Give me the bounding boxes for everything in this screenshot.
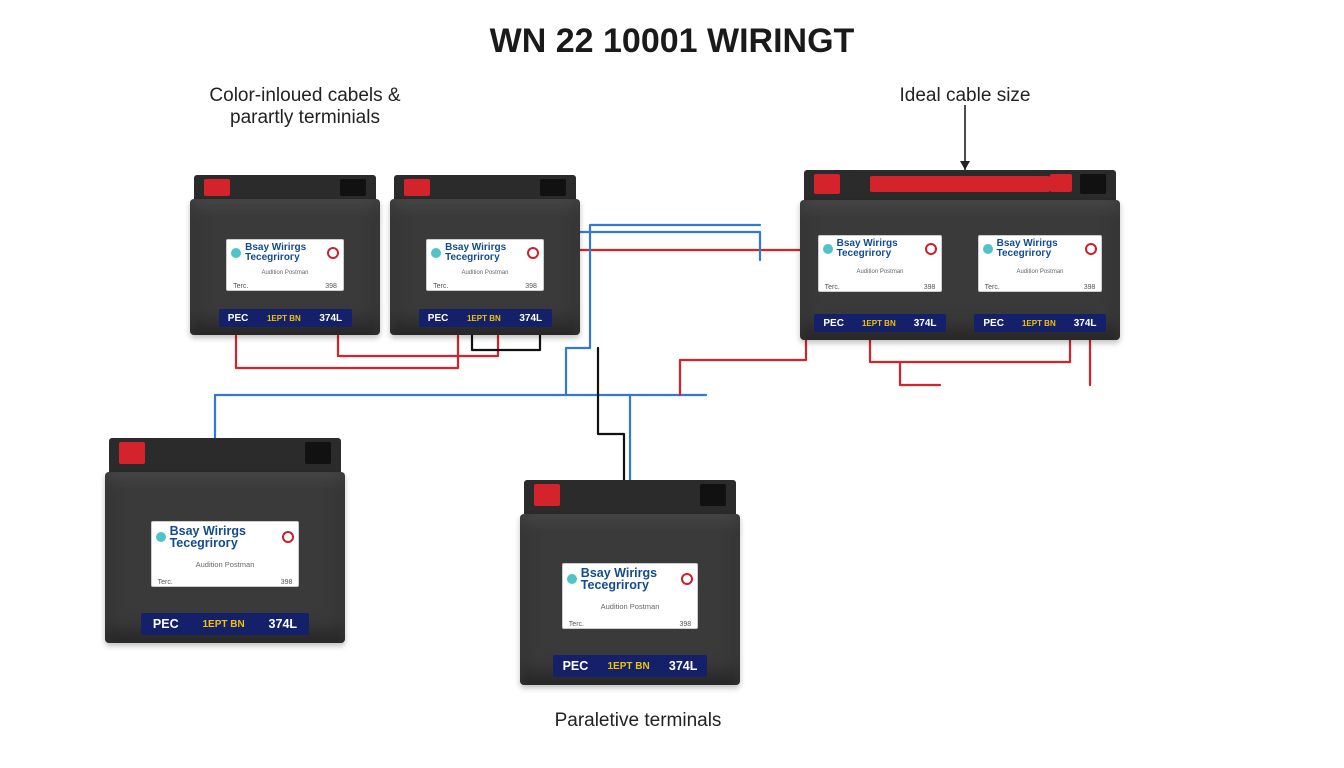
spec-right: 374L	[669, 659, 698, 673]
terminal-positive	[404, 179, 430, 196]
spec-left: PEC	[228, 313, 249, 324]
battery-spec-strip: PEC 1EPT BN 374L	[419, 309, 552, 327]
label-seal-icon	[925, 243, 937, 255]
label-subline: Audition Postman	[231, 270, 339, 276]
label-subline: Audition Postman	[431, 270, 539, 276]
wire	[338, 336, 498, 356]
brand-line2: Tecegriroгy	[245, 253, 306, 263]
label-specs: Terc.398	[983, 284, 1098, 291]
wire	[558, 232, 760, 330]
battery-spec-strip: PEC 1EPT BN 374L	[141, 613, 309, 635]
label-specs: Terc.398	[431, 283, 539, 290]
label-specs: Terc.398	[567, 621, 693, 628]
brand-line2: Tecegriroгy	[170, 537, 246, 550]
battery-label: Bsay WirirgsTecegriroгyAudition PostmanT…	[226, 239, 344, 291]
spec-mid: 1EPT BN	[1022, 319, 1056, 328]
battery-bottom-left: Bsay WirirgsTecegriroгyAudition PostmanT…	[105, 438, 345, 643]
label-seal-icon	[1085, 243, 1097, 255]
label-subline: Audition Postman	[823, 269, 938, 275]
label-seal-icon	[327, 247, 339, 259]
battery-spec-strip: PEC 1EPT BN 374L	[553, 655, 707, 677]
label-seal-icon	[282, 531, 294, 543]
label-dot-icon	[983, 244, 993, 254]
label-dot-icon	[156, 532, 166, 542]
spec-left: PEC	[153, 617, 179, 631]
battery-spec-strip: PEC 1EPT BN 374L	[974, 314, 1105, 332]
battery-bottom-center: Bsay WirirgsTecegriroгyAudition PostmanT…	[520, 480, 740, 685]
terminal-negative	[340, 179, 366, 196]
label-dot-icon	[567, 574, 577, 584]
spec-left: PEC	[563, 659, 589, 673]
terminal-positive	[204, 179, 230, 196]
spec-left: PEC	[823, 318, 844, 329]
terminal-negative	[540, 179, 566, 196]
battery-top-left-1: Bsay WirirgsTecegriroгyAudition PostmanT…	[190, 175, 380, 335]
wire	[236, 336, 458, 368]
battery-top-right-bank: Bsay WirirgsTecegriroгyAudition PostmanT…	[800, 170, 1120, 340]
terminal-negative	[305, 442, 331, 464]
spec-right: 374L	[319, 313, 342, 324]
spec-mid: 1EPT BN	[467, 314, 501, 323]
battery-spec-strip: PEC 1EPT BN 374L	[814, 314, 945, 332]
spec-left: PEC	[983, 318, 1004, 329]
label-dot-icon	[231, 248, 241, 258]
terminal-positive	[119, 442, 145, 464]
battery-label: Bsay WirirgsTecegriroгyAudition PostmanT…	[151, 521, 300, 587]
diagram-canvas: WN 22 10001 WIRINGT Color-inloued cabels…	[0, 0, 1344, 768]
spec-mid: 1EPT BN	[607, 661, 649, 672]
spec-mid: 1EPT BN	[202, 619, 244, 630]
battery-top-left-2: Bsay WirirgsTecegriroгyAudition PostmanT…	[390, 175, 580, 335]
label-seal-icon	[527, 247, 539, 259]
spec-right: 374L	[1074, 318, 1097, 329]
battery-label: Bsay WirirgsTecegriroгyAudition PostmanT…	[562, 563, 698, 629]
spec-right: 374L	[269, 617, 298, 631]
label-dot-icon	[431, 248, 441, 258]
label-dot-icon	[823, 244, 833, 254]
label-specs: Terc.398	[231, 283, 339, 290]
wire	[598, 348, 624, 486]
brand-line2: Tecegriroгy	[837, 249, 898, 259]
terminal-negative	[1080, 174, 1106, 194]
label-subline: Audition Postman	[156, 560, 295, 569]
terminal-positive-2	[1050, 174, 1072, 192]
label-specs: Terc.398	[823, 284, 938, 291]
battery-label: Bsay WirirgsTecegriroгyAudition PostmanT…	[818, 235, 943, 291]
spec-mid: 1EPT BN	[267, 314, 301, 323]
terminal-positive	[814, 174, 840, 194]
spec-right: 374L	[914, 318, 937, 329]
brand-line2: Tecegriroгy	[997, 249, 1058, 259]
battery-label: Bsay WirirgsTecegriroгyAudition PostmanT…	[978, 235, 1103, 291]
spec-left: PEC	[428, 313, 449, 324]
battery-red-strip	[870, 176, 1049, 192]
brand-line2: Tecegriroгy	[581, 579, 657, 592]
battery-spec-strip: PEC 1EPT BN 374L	[219, 309, 352, 327]
battery-label: Bsay WirirgsTecegriroгyAudition PostmanT…	[426, 239, 544, 291]
label-specs: Terc.398	[156, 579, 295, 586]
wire	[900, 362, 940, 385]
spec-right: 374L	[519, 313, 542, 324]
wire	[680, 336, 806, 395]
label-seal-icon	[681, 573, 693, 585]
brand-line2: Tecegriroгy	[445, 253, 506, 263]
spec-mid: 1EPT BN	[862, 319, 896, 328]
terminal-positive	[534, 484, 560, 506]
terminal-negative	[700, 484, 726, 506]
label-subline: Audition Postman	[983, 269, 1098, 275]
label-subline: Audition Postman	[567, 602, 693, 611]
